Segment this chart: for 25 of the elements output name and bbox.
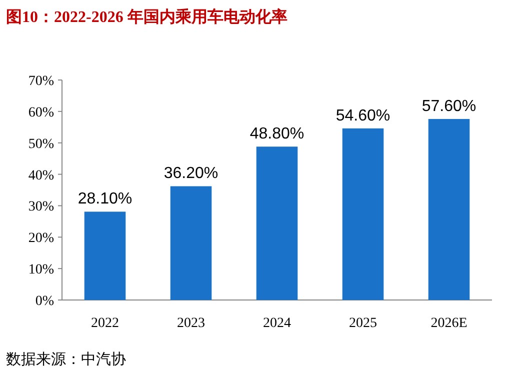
data-label: 48.80% [250,126,304,143]
bar [428,118,470,300]
x-tick-label: 2025 [349,316,377,331]
x-tick-label: 2026E [430,316,468,331]
y-tick-label: 10% [28,262,54,278]
bar [84,212,126,300]
y-tick-label: 30% [28,200,54,215]
y-tick-label: 20% [28,231,54,246]
y-tick-label: 60% [28,105,54,120]
data-label: 36.20% [164,165,218,182]
bar [170,186,212,300]
x-tick-label: 2022 [91,316,119,331]
data-label: 57.60% [422,98,476,115]
bar [342,128,384,300]
y-tick-label: 40% [28,168,54,184]
source-note: 数据来源：中汽协 [6,351,126,368]
data-label: 28.10% [78,190,132,208]
chart-title: 图10：2022-2026 年国内乘用车电动化率 [6,7,288,26]
x-tick-label: 2023 [177,316,205,331]
bar [256,146,298,300]
y-tick-label: 50% [28,136,54,152]
data-label: 54.60% [336,107,390,124]
x-tick-label: 2024 [263,316,291,331]
y-tick-label: 0% [35,294,54,309]
y-tick-label: 70% [28,74,54,89]
